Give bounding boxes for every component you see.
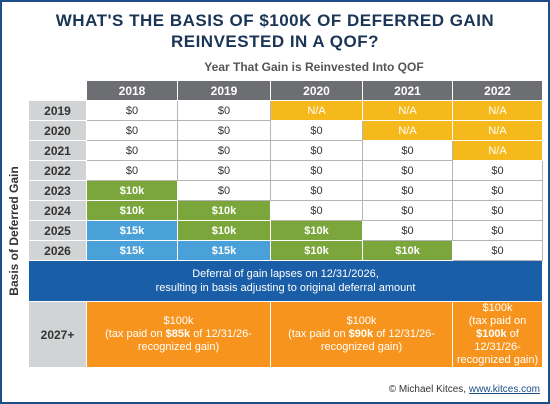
- cell: $0: [362, 180, 453, 201]
- cell: $10k: [270, 240, 363, 261]
- note-text: of 12/31/26-recognized gain): [137, 328, 252, 353]
- basis-table: 2018 2019 2020 2021 2022 2019 $0 $0 N/A N/A N/A 202…: [28, 80, 543, 368]
- row-label: 2021: [28, 140, 87, 161]
- final-cell: $100k (tax paid on $100k of 12/31/26-reco…: [452, 301, 543, 368]
- credit: © Michael Kitces,: [388, 384, 467, 395]
- cell: $0: [86, 100, 178, 121]
- column-header: 2019: [177, 80, 271, 101]
- note-text: of 12/31/26-recognized gain): [456, 328, 539, 366]
- row-label: 2022: [28, 160, 87, 181]
- cell: $10k: [177, 200, 271, 221]
- cell: $10k: [86, 180, 178, 201]
- footer: © Michael Kitces, www.kitces.com: [389, 384, 540, 395]
- cell: N/A: [452, 120, 543, 141]
- band-row: Deferral of gain lapses on 12/31/2026, re…: [28, 260, 543, 302]
- amount: $100k: [482, 302, 513, 314]
- cell: $10k: [86, 200, 178, 221]
- row: 2021 $0 $0 $0 $0 N/A: [28, 140, 543, 161]
- cell: $0: [270, 160, 363, 181]
- cell: $0: [177, 100, 271, 121]
- row: 2023 $10k $0 $0 $0 $0: [28, 180, 543, 201]
- cell: N/A: [270, 100, 363, 121]
- title-line: WHAT'S THE BASIS OF $100K OF DEFERRED GA…: [55, 11, 495, 30]
- note: (tax paid on $85k of 12/31/26-recognized…: [87, 328, 270, 354]
- row-label: 2019: [28, 100, 87, 121]
- cell: $0: [177, 180, 271, 201]
- title-line: REINVESTED IN A QOF?: [170, 32, 380, 51]
- title: WHAT'S THE BASIS OF $100K OF DEFERRED GA…: [2, 10, 548, 52]
- cell: N/A: [362, 120, 453, 141]
- row: 2025 $15k $10k $10k $0 $0: [28, 220, 543, 241]
- cell: $0: [270, 120, 363, 141]
- cell: $0: [452, 240, 543, 261]
- cell: $0: [362, 160, 453, 181]
- cell: $0: [86, 140, 178, 161]
- final-cell: $100k (tax paid on $90k of 12/31/26-recog…: [270, 301, 453, 368]
- cell: $0: [270, 140, 363, 161]
- corner: [28, 80, 87, 101]
- header-row: 2018 2019 2020 2021 2022: [28, 80, 543, 101]
- cell: $0: [362, 140, 453, 161]
- cell: $0: [452, 200, 543, 221]
- cell: $0: [452, 160, 543, 181]
- row: 2026 $15k $15k $10k $10k $0: [28, 240, 543, 261]
- taxed-amount: $90k: [348, 328, 374, 340]
- row: 2022 $0 $0 $0 $0 $0: [28, 160, 543, 181]
- band-line: resulting in basis adjusting to original…: [155, 282, 416, 294]
- cell: $15k: [177, 240, 271, 261]
- final-row: 2027+ $100k (tax paid on $85k of 12/31/26-…: [28, 301, 543, 368]
- note-text: (tax paid on: [288, 328, 346, 340]
- note: (tax paid on $90k of 12/31/26-recognized…: [271, 328, 452, 354]
- cell: $0: [270, 200, 363, 221]
- taxed-amount: $85k: [165, 328, 191, 340]
- cell: $0: [86, 160, 178, 181]
- cell: $0: [177, 120, 271, 141]
- column-header: 2018: [86, 80, 178, 101]
- footer-link[interactable]: www.kitces.com: [468, 384, 540, 395]
- row-label: 2020: [28, 120, 87, 141]
- note: (tax paid on $100k of 12/31/26-recognize…: [453, 315, 542, 367]
- cell: $15k: [86, 220, 178, 241]
- column-header: 2020: [270, 80, 363, 101]
- row: 2024 $10k $10k $0 $0 $0: [28, 200, 543, 221]
- taxed-amount: $100k: [476, 328, 507, 340]
- cell: $10k: [270, 220, 363, 241]
- cell: $0: [177, 160, 271, 181]
- cell: $0: [177, 140, 271, 161]
- cell: $0: [86, 120, 178, 141]
- row-label: 2023: [28, 180, 87, 201]
- note-text: (tax paid on: [468, 315, 527, 327]
- column-header: 2021: [362, 80, 453, 101]
- y-label: Basis of Deferred Gain: [7, 166, 21, 296]
- amount: $100k: [346, 315, 377, 327]
- row-label: 2027+: [28, 301, 87, 368]
- note-text: of 12/31/26-recognized gain): [320, 328, 435, 353]
- cell: $0: [452, 220, 543, 241]
- cell: $10k: [177, 220, 271, 241]
- row-label: 2026: [28, 240, 87, 261]
- band-line: Deferral of gain lapses on 12/31/2026,: [192, 268, 379, 280]
- cell: $0: [270, 180, 363, 201]
- cell: $15k: [86, 240, 178, 261]
- cell: $10k: [362, 240, 453, 261]
- cell: N/A: [452, 140, 543, 161]
- row: 2020 $0 $0 $0 N/A N/A: [28, 120, 543, 141]
- row-label: 2025: [28, 220, 87, 241]
- subtitle: Year That Gain is Reinvested Into QOF: [204, 60, 424, 74]
- amount: $100k: [163, 315, 194, 327]
- final-cell: $100k (tax paid on $85k of 12/31/26-recog…: [86, 301, 271, 368]
- cell: $0: [362, 200, 453, 221]
- cell: N/A: [362, 100, 453, 121]
- note-text: (tax paid on: [105, 328, 163, 340]
- row-label: 2024: [28, 200, 87, 221]
- cell: $0: [452, 180, 543, 201]
- column-header: 2022: [452, 80, 543, 101]
- cell: $0: [362, 220, 453, 241]
- cell: N/A: [452, 100, 543, 121]
- band: Deferral of gain lapses on 12/31/2026, re…: [28, 260, 543, 302]
- row: 2019 $0 $0 N/A N/A N/A: [28, 100, 543, 121]
